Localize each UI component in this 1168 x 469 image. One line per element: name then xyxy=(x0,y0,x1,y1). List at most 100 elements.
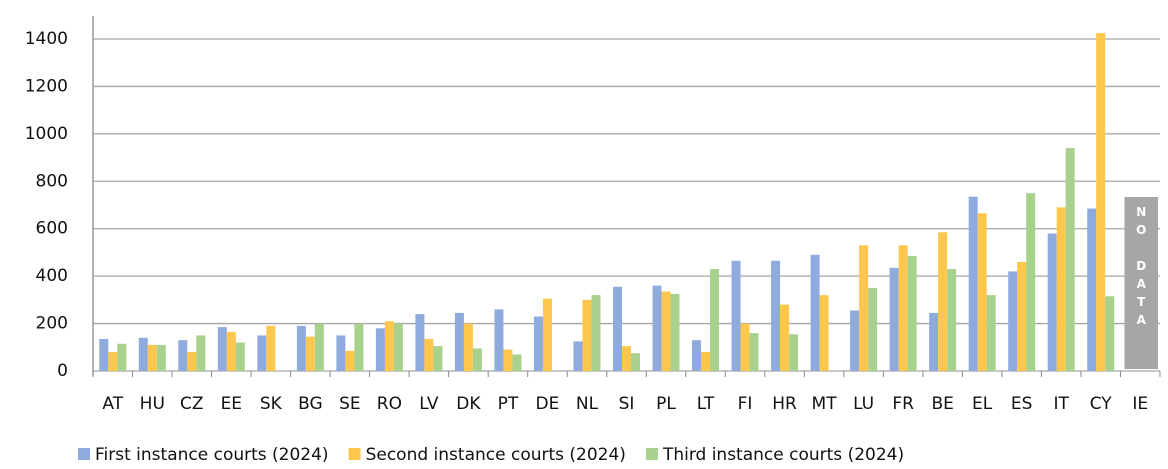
y-tick-label: 1000 xyxy=(25,124,68,144)
x-tick-label: IT xyxy=(1054,394,1070,414)
bar xyxy=(138,337,148,371)
bar xyxy=(810,254,820,371)
bar xyxy=(542,298,552,371)
bar xyxy=(850,310,860,371)
bar xyxy=(661,291,671,371)
bar xyxy=(1047,233,1057,371)
bar xyxy=(968,196,978,371)
bar xyxy=(463,323,473,371)
x-tick-label: CZ xyxy=(180,394,204,414)
bar xyxy=(187,352,197,371)
legend-swatch xyxy=(78,448,90,460)
x-tick-label: CY xyxy=(1090,394,1113,414)
x-tick-label: PL xyxy=(656,394,676,414)
bar xyxy=(780,304,790,371)
bar xyxy=(947,269,957,371)
bar xyxy=(99,338,109,371)
y-tick-label: 1400 xyxy=(25,29,68,49)
bar xyxy=(701,352,711,371)
bar xyxy=(384,321,394,371)
bar xyxy=(591,295,601,371)
bar xyxy=(494,309,504,371)
bar xyxy=(196,335,206,371)
bar xyxy=(336,335,346,371)
bar xyxy=(986,295,996,371)
bar xyxy=(692,340,702,371)
x-tick-label: SE xyxy=(339,394,361,414)
y-tick-label: 600 xyxy=(36,219,68,239)
x-tick-label: SI xyxy=(619,394,635,414)
bar xyxy=(652,285,662,371)
x-tick-label: LU xyxy=(853,394,874,414)
bar xyxy=(393,323,403,371)
bar xyxy=(147,344,157,371)
bar xyxy=(868,288,878,371)
x-tick-label: LT xyxy=(697,394,715,414)
x-tick-label: SK xyxy=(260,394,283,414)
x-tick-label: NL xyxy=(576,394,599,414)
legend-label: Second instance courts (2024) xyxy=(366,445,626,465)
bar xyxy=(898,245,908,371)
legend-label: First instance courts (2024) xyxy=(95,445,329,465)
bar xyxy=(907,255,917,371)
bar xyxy=(582,299,592,371)
bar xyxy=(454,312,464,371)
bar xyxy=(889,267,899,371)
x-tick-label: HR xyxy=(772,394,797,414)
y-tick-label: 800 xyxy=(36,171,68,191)
x-tick-label: FR xyxy=(892,394,914,414)
bar xyxy=(345,350,355,371)
bar xyxy=(771,260,781,371)
bar xyxy=(1065,148,1075,371)
y-tick-label: 0 xyxy=(57,361,68,381)
x-tick-label: BE xyxy=(931,394,953,414)
no-data-box xyxy=(1124,197,1158,369)
bar xyxy=(533,316,543,371)
x-tick-label: LV xyxy=(419,394,439,414)
x-tick-label: FI xyxy=(738,394,753,414)
bar xyxy=(217,327,227,371)
bar xyxy=(859,245,869,371)
bar xyxy=(266,325,276,371)
bar xyxy=(731,260,741,371)
bar xyxy=(226,331,236,371)
bar xyxy=(710,269,720,371)
legend-label: Third instance courts (2024) xyxy=(662,445,904,465)
bar xyxy=(749,333,759,371)
bar xyxy=(472,348,482,371)
bar xyxy=(819,295,829,371)
bar xyxy=(977,213,987,371)
bar xyxy=(257,335,267,371)
x-tick-label: HU xyxy=(140,394,165,414)
legend-swatch xyxy=(348,448,361,460)
bar xyxy=(314,323,324,371)
x-tick-label: RO xyxy=(377,394,402,414)
bar xyxy=(573,341,583,371)
bar xyxy=(938,232,948,371)
bar xyxy=(108,352,118,371)
y-tick-label: 200 xyxy=(36,314,68,334)
x-tick-label: EL xyxy=(972,394,993,414)
y-tick-label: 1200 xyxy=(25,76,68,96)
bar xyxy=(622,346,631,371)
x-tick-label: ES xyxy=(1011,394,1033,414)
bar xyxy=(740,323,750,371)
y-tick-label: 400 xyxy=(36,266,68,286)
x-tick-label: IE xyxy=(1132,394,1148,414)
x-tick-label: DK xyxy=(456,394,481,414)
bar xyxy=(415,314,425,371)
bar xyxy=(670,293,680,371)
bar xyxy=(354,323,364,371)
bar xyxy=(296,325,306,371)
bar xyxy=(178,340,188,371)
bar xyxy=(929,312,939,371)
x-tick-label: AT xyxy=(102,394,123,414)
bar xyxy=(305,336,315,371)
bar xyxy=(503,349,513,371)
bar xyxy=(375,328,385,371)
bar xyxy=(1026,193,1036,371)
bar xyxy=(1008,271,1018,371)
bar xyxy=(235,342,245,371)
bar xyxy=(613,286,622,371)
